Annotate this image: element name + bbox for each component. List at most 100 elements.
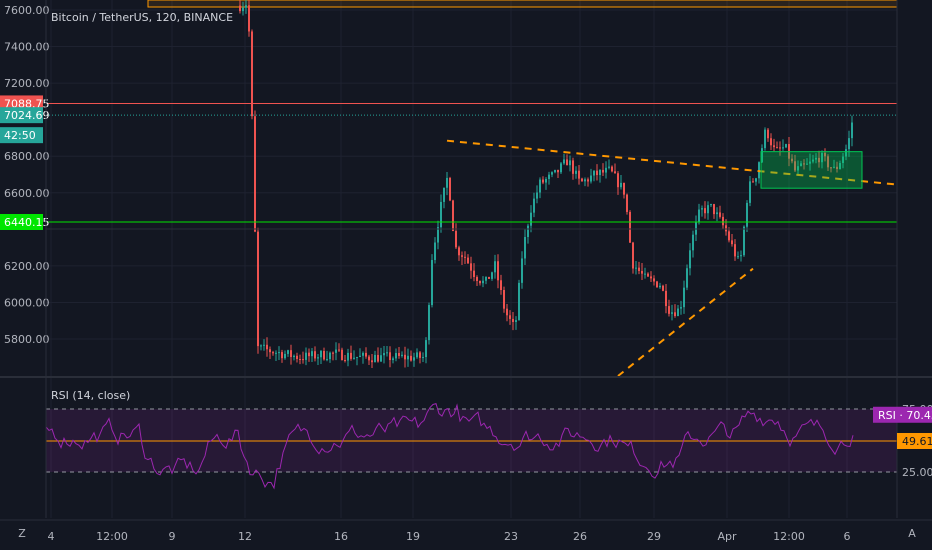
rsi-mid-bg bbox=[897, 432, 932, 449]
candle-body bbox=[566, 159, 568, 166]
price-tick-label: 7600.00 bbox=[4, 4, 50, 17]
candle-body bbox=[719, 212, 721, 217]
candle-body bbox=[692, 234, 694, 251]
candle-body bbox=[533, 198, 535, 213]
candle-body bbox=[368, 356, 370, 361]
candle-body bbox=[464, 256, 466, 258]
candles bbox=[239, 0, 853, 368]
candle-body bbox=[749, 181, 751, 203]
candle-body bbox=[509, 315, 511, 319]
candle-body bbox=[617, 173, 619, 188]
candle-body bbox=[500, 280, 502, 291]
candle-body bbox=[584, 179, 586, 182]
candle-body bbox=[653, 278, 655, 282]
time-tick-label: Apr bbox=[717, 530, 737, 543]
candle-body bbox=[350, 352, 352, 359]
candle-body bbox=[638, 267, 640, 271]
candle-body bbox=[737, 256, 739, 258]
candle-body bbox=[722, 216, 724, 226]
candle-body bbox=[614, 171, 616, 174]
candle-body bbox=[797, 166, 799, 171]
candle-body bbox=[512, 318, 514, 322]
candle-body bbox=[827, 156, 829, 168]
candle-body bbox=[608, 166, 610, 168]
candle-body bbox=[365, 352, 367, 357]
candle-body bbox=[701, 208, 703, 210]
candle-body bbox=[359, 355, 361, 357]
candle-body bbox=[623, 182, 625, 195]
candle-body bbox=[662, 285, 664, 291]
candle-body bbox=[572, 160, 574, 174]
candle-body bbox=[245, 5, 247, 8]
candle-body bbox=[689, 250, 691, 269]
candle-body bbox=[740, 255, 742, 257]
candle-body bbox=[833, 166, 835, 168]
rsi-title: RSI (14, close) bbox=[51, 389, 130, 402]
candle-body bbox=[482, 280, 484, 284]
candle-body bbox=[389, 352, 391, 361]
candle-body bbox=[764, 129, 766, 149]
candle-body bbox=[353, 357, 355, 359]
candle-body bbox=[671, 312, 673, 314]
price-tick-label: 6200.00 bbox=[4, 260, 50, 273]
candle-body bbox=[704, 208, 706, 214]
candle-body bbox=[620, 182, 622, 188]
auto-scale-icon[interactable]: A bbox=[908, 527, 916, 540]
time-tick-label: 12 bbox=[238, 530, 252, 543]
candle-body bbox=[437, 227, 439, 243]
time-tick-label: 12:00 bbox=[773, 530, 805, 543]
candle-body bbox=[548, 174, 550, 180]
time-tick-label: 19 bbox=[406, 530, 420, 543]
price-tick-label: 6000.00 bbox=[4, 296, 50, 309]
candle-body bbox=[845, 149, 847, 157]
candle-body bbox=[632, 242, 634, 269]
countdown-label: 42:50 bbox=[4, 129, 36, 142]
candle-body bbox=[314, 351, 316, 359]
candle-body bbox=[785, 144, 787, 148]
candle-body bbox=[728, 231, 730, 241]
candle-body bbox=[590, 175, 592, 182]
candle-body bbox=[305, 352, 307, 360]
timezone-icon[interactable]: Z bbox=[18, 527, 26, 540]
range-box bbox=[760, 151, 863, 189]
candle-body bbox=[284, 353, 286, 359]
price-tick-label: 7400.00 bbox=[4, 41, 50, 54]
candle-body bbox=[488, 276, 490, 279]
time-tick-label: 29 bbox=[647, 530, 661, 543]
candle-body bbox=[713, 204, 715, 215]
candle-body bbox=[734, 244, 736, 257]
descending-trendline bbox=[446, 139, 898, 186]
candle-body bbox=[407, 355, 409, 360]
candle-body bbox=[677, 308, 679, 317]
candle-body bbox=[686, 268, 688, 288]
candle-body bbox=[656, 281, 658, 288]
candle-body bbox=[371, 360, 373, 363]
candle-body bbox=[626, 194, 628, 212]
candle-body bbox=[467, 257, 469, 264]
candle-body bbox=[773, 145, 775, 148]
candle-body bbox=[458, 247, 460, 256]
candle-body bbox=[806, 163, 808, 165]
candle-body bbox=[455, 231, 457, 248]
candle-body bbox=[557, 169, 559, 173]
candle-body bbox=[296, 355, 298, 359]
candle-body bbox=[251, 31, 253, 117]
candle-body bbox=[254, 116, 256, 232]
candle-body bbox=[524, 237, 526, 259]
candle-body bbox=[449, 177, 451, 201]
price-tick-label: 7200.00 bbox=[4, 77, 50, 90]
candle-body bbox=[518, 282, 520, 321]
candle-body bbox=[452, 200, 454, 232]
candle-body bbox=[461, 255, 463, 257]
candle-body bbox=[647, 273, 649, 277]
candle-body bbox=[293, 355, 295, 358]
rsi-tick-label: 25.00 bbox=[902, 466, 932, 479]
time-tick-label: 4 bbox=[48, 530, 55, 543]
candle-body bbox=[362, 352, 364, 356]
candle-body bbox=[290, 350, 292, 358]
candle-body bbox=[521, 258, 523, 283]
candle-body bbox=[560, 163, 562, 173]
chart-title: Bitcoin / TetherUS, 120, BINANCE bbox=[51, 11, 233, 24]
